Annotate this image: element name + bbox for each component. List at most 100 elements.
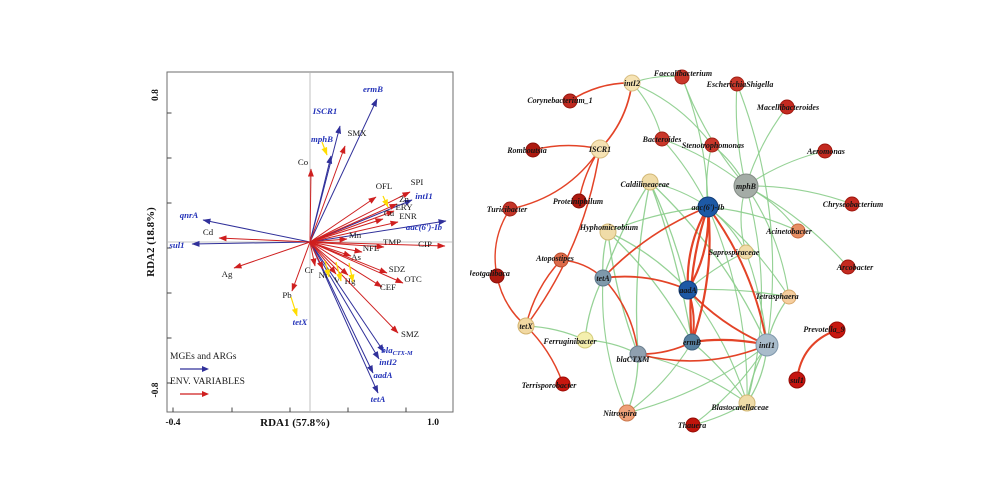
rda-arrow-intI2 bbox=[309, 241, 380, 360]
rda-arrow-OTC bbox=[309, 241, 404, 284]
net-label-Romboutsia: Romboutsia bbox=[506, 146, 547, 155]
rda-label-As: As bbox=[351, 252, 361, 262]
net-edge-mphB-Arcobacter-6 bbox=[745, 185, 849, 268]
net-edge-ISCR1-Turicibacter-4 bbox=[509, 148, 601, 210]
net-edge-mphB-Macellibacteroides-2 bbox=[745, 106, 788, 187]
rda-label-Cu: Cu bbox=[384, 208, 395, 218]
rda-label-sul1: sul1 bbox=[168, 240, 184, 250]
net-node-Terrisporobacter bbox=[555, 376, 571, 392]
rda-label-aadA: aadA bbox=[373, 370, 392, 380]
rda-label-SDZ: SDZ bbox=[389, 264, 406, 274]
rda-label-intI1: intI1 bbox=[415, 191, 433, 201]
rda-arrow-NFL bbox=[309, 241, 363, 254]
net-edge-sul1-Prevotella_9-24 bbox=[796, 329, 838, 381]
net-node-EscherichiaShigella bbox=[729, 76, 745, 92]
rda-arrow-tetA bbox=[309, 241, 379, 394]
net-edge-intI2-Bacteroides-13 bbox=[631, 82, 663, 140]
net-label-blaCTXM: blaCTXM bbox=[617, 355, 651, 364]
net-node-Prevotella_9 bbox=[828, 321, 846, 339]
net-label-intI2: intI2 bbox=[624, 79, 640, 88]
net-node-mphB bbox=[733, 173, 759, 199]
rda-arrow-Hg bbox=[309, 241, 349, 276]
net-edge-Caldilineaceae-aadA-27 bbox=[649, 181, 689, 291]
y-min-tick-label: -0.8 bbox=[151, 382, 161, 397]
yellow-mark-arrow-3 bbox=[335, 261, 342, 282]
net-node-Atopostipes bbox=[553, 252, 569, 268]
rda-arrow-sul1 bbox=[191, 240, 311, 247]
net-label-Turicibacter: Turicibacter bbox=[487, 205, 528, 214]
net-node-Aeromonas bbox=[817, 143, 833, 159]
net-node-Caldilineaceae bbox=[641, 173, 659, 191]
net-edge-intI1-Thauera-37 bbox=[692, 344, 768, 426]
yellow-mark-arrow-4 bbox=[348, 262, 355, 283]
rda-label-tetA: tetA bbox=[371, 394, 386, 404]
legend-mges-arrow-icon bbox=[180, 366, 209, 372]
net-label-ermB: ermB bbox=[683, 338, 702, 347]
net-label-aac6Ib: aac(6')-Ib bbox=[692, 203, 725, 212]
legend-env-arrow-icon bbox=[180, 391, 209, 397]
rda-label-qnrA: qnrA bbox=[180, 210, 199, 220]
net-label-EscherichiaShigella: EscherichiaShigella bbox=[706, 80, 774, 89]
rda-label-aac6-Ib: aac(6')-Ib bbox=[406, 222, 443, 232]
net-label-Corynebacterium_1: Corynebacterium_1 bbox=[527, 96, 592, 105]
net-label-aadA: aadA bbox=[679, 286, 697, 295]
rda-label-ERY: ERY bbox=[395, 202, 413, 212]
rda-label-Ni: Ni bbox=[319, 270, 328, 280]
rda-arrow-blaCTX-M bbox=[309, 241, 385, 353]
yellow-mark-arrow-5 bbox=[290, 296, 298, 317]
net-edge-tetA-Nitrospira-48 bbox=[602, 277, 628, 414]
rda-arrow-OFL bbox=[309, 196, 377, 243]
rda-label-OFL: OFL bbox=[376, 181, 393, 191]
rda-arrow-SMZ bbox=[309, 241, 399, 334]
rda-svg: 0.8 -0.8 -0.4 1.0 ermB ISCR1 mphB qnrA sul1 intI1… bbox=[151, 71, 454, 428]
rda-arrow-qnrA bbox=[202, 218, 311, 243]
net-node-Jeotgalibaca bbox=[489, 268, 505, 284]
network-svg: intI2 ISCR1 mphB aac(6')-Ib tetA aadA ermB intI… bbox=[470, 69, 883, 433]
rda-label-CIP: CIP bbox=[418, 239, 432, 249]
rda-arrow-ERY bbox=[309, 210, 395, 243]
yellow-mark-arrow-1 bbox=[382, 195, 389, 208]
net-edge-aac6Ib-Faecalibacterium-22 bbox=[681, 76, 709, 208]
net-edge-Hyphomicrobium-aadA-30 bbox=[607, 231, 689, 291]
net-edge-ISCR1-tetX-5 bbox=[525, 148, 601, 327]
rda-x-axis-title: RDA1 (57.8%) bbox=[260, 417, 330, 429]
net-edge-Atopostipes-tetX-8 bbox=[525, 259, 562, 327]
net-edge-Caldilineaceae-blaCTXM-25 bbox=[635, 181, 651, 355]
rda-arrow-aac6-Ib bbox=[309, 219, 447, 243]
net-label-mphB: mphB bbox=[736, 182, 757, 191]
net-edge-aadA-Tetrasphaera-44 bbox=[687, 288, 790, 298]
net-edge-aadA-Blastocatellaceae-45 bbox=[687, 289, 748, 404]
net-label-Nitrospira: Nitrospira bbox=[602, 409, 637, 418]
yellow-mark-arrow-2 bbox=[324, 260, 331, 278]
rda-label-SMX: SMX bbox=[347, 128, 367, 138]
net-edge-tetA-Ferruginibacter-47 bbox=[584, 277, 604, 341]
net-node-Saprospiraceae bbox=[738, 244, 754, 260]
x-max-tick-label: 1.0 bbox=[427, 418, 439, 428]
net-label-sul1: sul1 bbox=[789, 376, 804, 385]
rda-label-Co: Co bbox=[298, 157, 309, 167]
net-edge-aac6Ib-tetA-13 bbox=[602, 206, 709, 279]
net-label-ISCR1: ISCR1 bbox=[588, 145, 611, 154]
rda-label-NFL: NFL bbox=[363, 243, 380, 253]
net-label-Caldilineaceae: Caldilineaceae bbox=[621, 180, 670, 189]
rda-arrow-Co bbox=[307, 168, 314, 243]
rda-label-ENR: ENR bbox=[399, 211, 417, 221]
net-node-Ferruginibacter bbox=[576, 331, 594, 349]
net-label-Macellibacteroides: Macellibacteroides bbox=[756, 103, 819, 112]
legend-env-label: ENV. VARIABLES bbox=[170, 377, 245, 387]
net-edge-Turicibacter-Jeotgalibaca-6 bbox=[494, 208, 511, 277]
rda-arrow-Cd bbox=[218, 235, 311, 243]
net-label-Acinetobacter: Acinetobacter bbox=[765, 227, 813, 236]
x-min-tick-label: -0.4 bbox=[165, 418, 180, 428]
net-node-Nitrospira bbox=[618, 404, 636, 422]
net-edge-Hyphomicrobium-blaCTXM-31 bbox=[607, 231, 639, 355]
net-node-Macellibacteroides bbox=[779, 99, 795, 115]
rda-label-SPI: SPI bbox=[411, 177, 424, 187]
rda-label-CEF: CEF bbox=[380, 282, 396, 292]
net-node-Stenotrophomonas bbox=[704, 137, 720, 153]
net-label-Saprospiraceae: Saprospiraceae bbox=[709, 248, 760, 257]
net-label-Jeotgalibaca: Jeotgalibaca bbox=[470, 269, 510, 278]
rda-label-Zn: Zn bbox=[399, 194, 409, 204]
rda-label-Cr: Cr bbox=[305, 265, 314, 275]
net-edge-intI2-ISCR1-1 bbox=[599, 82, 633, 150]
